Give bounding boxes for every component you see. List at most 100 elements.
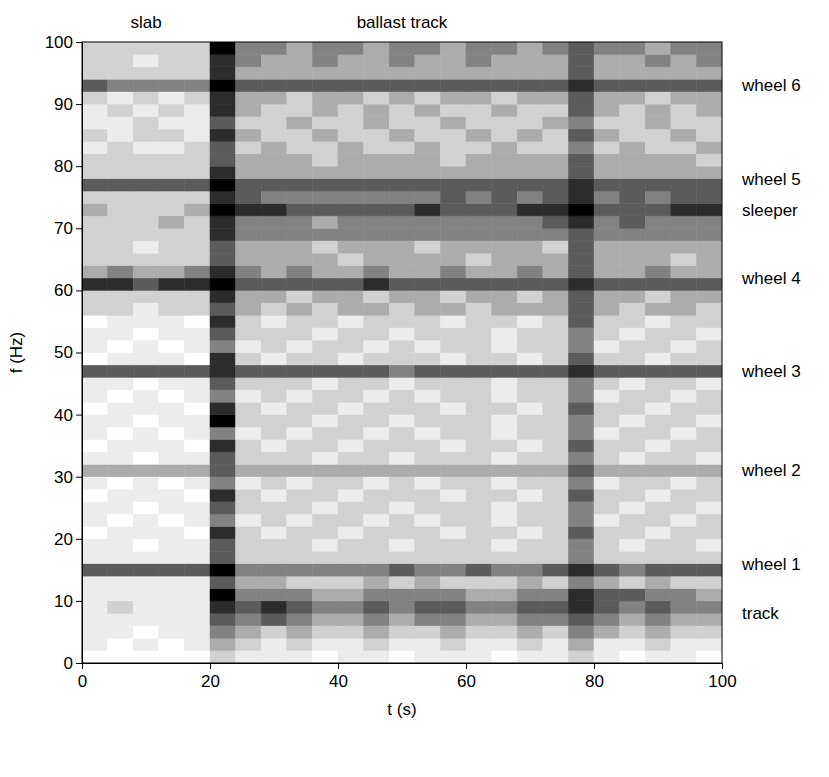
cell (594, 576, 620, 588)
cell (287, 539, 313, 551)
cell (133, 42, 159, 54)
cell (236, 502, 262, 514)
cell (492, 117, 518, 129)
cell (184, 216, 210, 228)
cell (364, 365, 390, 377)
cell (517, 415, 543, 427)
cell (440, 526, 466, 538)
cell (82, 489, 108, 501)
cell (364, 415, 390, 427)
cell (415, 278, 441, 290)
cell (287, 191, 313, 203)
cell (338, 290, 364, 302)
cell (594, 489, 620, 501)
cell (492, 141, 518, 153)
cell (261, 365, 287, 377)
cell (261, 266, 287, 278)
cell (159, 564, 185, 576)
cell (415, 588, 441, 600)
cell (82, 290, 108, 302)
cell (517, 377, 543, 389)
cell (620, 117, 646, 129)
cell (594, 613, 620, 625)
cell (338, 502, 364, 514)
cell (210, 427, 236, 439)
cell (440, 117, 466, 129)
cell (517, 402, 543, 414)
cell (492, 191, 518, 203)
cell (236, 303, 262, 315)
cell (82, 154, 108, 166)
cell (568, 253, 594, 265)
cell (261, 651, 287, 663)
cell (287, 340, 313, 352)
cell (466, 216, 492, 228)
cell (568, 216, 594, 228)
cell (620, 452, 646, 464)
cell (287, 439, 313, 451)
cell (312, 328, 338, 340)
cell (159, 353, 185, 365)
cell (338, 303, 364, 315)
cell (82, 539, 108, 551)
cell (108, 651, 134, 663)
cell (261, 278, 287, 290)
cell (312, 117, 338, 129)
cell (620, 477, 646, 489)
cell (236, 241, 262, 253)
cell (415, 427, 441, 439)
cell (236, 266, 262, 278)
cell (210, 129, 236, 141)
cell (543, 477, 569, 489)
cell (671, 377, 697, 389)
cell (517, 353, 543, 365)
cell (184, 526, 210, 538)
cell (133, 576, 159, 588)
cell (415, 539, 441, 551)
cell (364, 179, 390, 191)
cell (594, 452, 620, 464)
cell (594, 141, 620, 153)
cell (466, 651, 492, 663)
cell (184, 241, 210, 253)
cell (517, 340, 543, 352)
cell (594, 601, 620, 613)
tick: 40 (329, 663, 348, 691)
cell (312, 601, 338, 613)
cell (594, 203, 620, 215)
cell (133, 216, 159, 228)
cell (364, 290, 390, 302)
cell (440, 67, 466, 79)
cell (517, 166, 543, 178)
cell (543, 464, 569, 476)
cell (364, 117, 390, 129)
cell (312, 278, 338, 290)
cell (287, 278, 313, 290)
cell (568, 613, 594, 625)
cell (543, 564, 569, 576)
cell (389, 228, 415, 240)
cell (517, 477, 543, 489)
cell (338, 365, 364, 377)
cell (389, 141, 415, 153)
cell (671, 42, 697, 54)
cell (210, 166, 236, 178)
cell (133, 601, 159, 613)
cell (415, 377, 441, 389)
cell (108, 415, 134, 427)
cell (82, 141, 108, 153)
cell (568, 203, 594, 215)
cell (210, 514, 236, 526)
cell (568, 452, 594, 464)
cell (108, 266, 134, 278)
cell (440, 439, 466, 451)
cell (236, 365, 262, 377)
cell (108, 502, 134, 514)
cell (210, 477, 236, 489)
cell (415, 551, 441, 563)
cell (543, 489, 569, 501)
cell (236, 92, 262, 104)
cell (184, 141, 210, 153)
cell (466, 402, 492, 414)
cell (440, 551, 466, 563)
